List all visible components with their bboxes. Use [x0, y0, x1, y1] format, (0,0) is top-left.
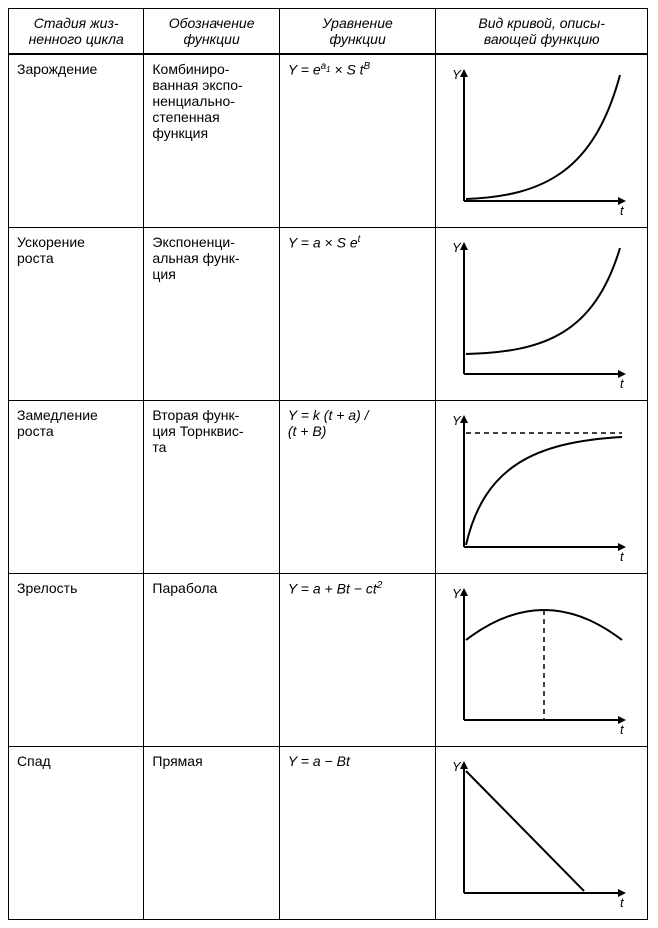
- axis-x-label: t: [620, 376, 625, 389]
- header-row: Стадия жиз-ненного цикла Обозначениефунк…: [9, 9, 648, 55]
- table-row: ЗамедлениеростаВторая функ-ция Торнквис-…: [9, 401, 648, 574]
- axis-x-label: t: [620, 722, 625, 735]
- curve-chart: Yt: [444, 234, 634, 389]
- axis-y-label: Y: [452, 586, 462, 601]
- cell-func: Экспоненци-альная функ-ция: [144, 228, 279, 401]
- cell-func: Прямая: [144, 747, 279, 920]
- cell-stage: Зарождение: [9, 54, 144, 228]
- header-stage: Стадия жиз-ненного цикла: [9, 9, 144, 55]
- table-row: СпадПрямаяY = a − BtYt: [9, 747, 648, 920]
- cell-curve: Yt: [436, 228, 648, 401]
- axis-y-label: Y: [452, 759, 462, 774]
- cell-stage: Зрелость: [9, 574, 144, 747]
- cell-equation: Y = a × S et: [279, 228, 436, 401]
- cell-equation: Y = k (t + a) /(t + B): [279, 401, 436, 574]
- cell-func: Комбиниро-ванная экспо-ненциально-степен…: [144, 54, 279, 228]
- cell-curve: Yt: [436, 747, 648, 920]
- cell-equation: Y = a + Bt − ct2: [279, 574, 436, 747]
- cell-equation: Y = ea1 × S tB: [279, 54, 436, 228]
- axis-x-label: t: [620, 549, 625, 562]
- curve-chart: Yt: [444, 753, 634, 908]
- axis-x-label: t: [620, 203, 625, 216]
- lifecycle-table: Стадия жиз-ненного цикла Обозначениефунк…: [8, 8, 648, 920]
- cell-equation: Y = a − Bt: [279, 747, 436, 920]
- cell-func: Парабола: [144, 574, 279, 747]
- axis-x-label: t: [620, 895, 625, 908]
- curve-chart: Yt: [444, 61, 634, 216]
- header-func: Обозначениефункции: [144, 9, 279, 55]
- axis-y-label: Y: [452, 67, 462, 82]
- curve-chart: Yt: [444, 407, 634, 562]
- axis-y-label: Y: [452, 240, 462, 255]
- table-body: ЗарождениеКомбиниро-ванная экспо-ненциал…: [9, 54, 648, 920]
- cell-curve: Yt: [436, 574, 648, 747]
- cell-stage: Замедлениероста: [9, 401, 144, 574]
- cell-stage: Спад: [9, 747, 144, 920]
- curve-chart: Yt: [444, 580, 634, 735]
- cell-func: Вторая функ-ция Торнквис-та: [144, 401, 279, 574]
- header-curve: Вид кривой, описы-вающей функцию: [436, 9, 648, 55]
- cell-stage: Ускорениероста: [9, 228, 144, 401]
- header-eq: Уравнениефункции: [279, 9, 436, 55]
- cell-curve: Yt: [436, 401, 648, 574]
- axis-y-label: Y: [452, 413, 462, 428]
- table-row: УскорениеростаЭкспоненци-альная функ-ция…: [9, 228, 648, 401]
- table-row: ЗрелостьПараболаY = a + Bt − ct2Yt: [9, 574, 648, 747]
- cell-curve: Yt: [436, 54, 648, 228]
- table-row: ЗарождениеКомбиниро-ванная экспо-ненциал…: [9, 54, 648, 228]
